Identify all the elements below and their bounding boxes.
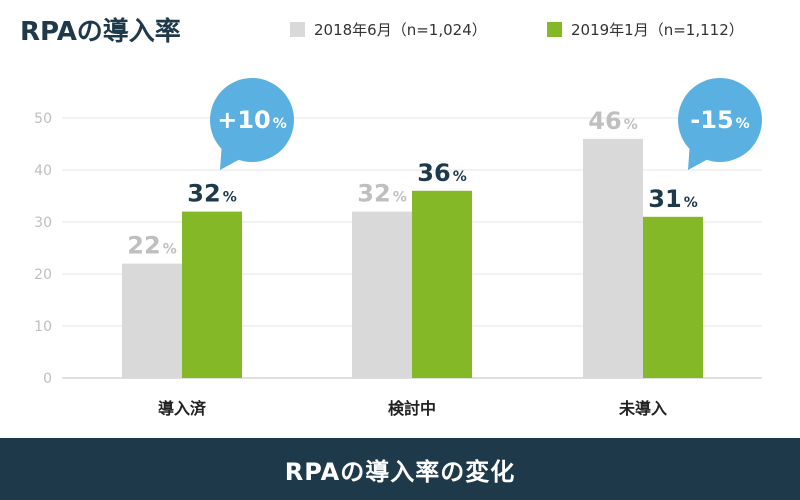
legend-swatch-2 <box>547 22 562 37</box>
bar <box>643 216 703 378</box>
y-tick-label: 20 <box>34 267 52 283</box>
bar <box>182 211 242 378</box>
x-axis-labels: 導入済 検討中 未導入 <box>158 399 667 418</box>
legend-label-1: 2018年6月（n=1,024） <box>314 21 487 39</box>
bubble-circle <box>678 78 762 162</box>
x-tick-label: 未導入 <box>618 399 667 418</box>
bar <box>122 263 182 378</box>
bars: 22 % 32% 32 % 36 % 46 % 31% <box>122 107 703 378</box>
bubble-circle <box>210 78 294 162</box>
x-tick-label: 導入済 <box>158 399 207 418</box>
bubble-tail <box>688 142 710 170</box>
annotation-bubble: +10% <box>210 78 294 170</box>
value-label: 46% <box>588 107 637 135</box>
legend: 2018年6月（n=1,024） 2019年1月（n=1,112） <box>290 21 744 39</box>
value-label: 36% <box>417 159 466 187</box>
bubble-tail <box>220 142 242 170</box>
annotation-text: -15% <box>690 106 749 134</box>
y-tick-label: 10 <box>34 319 52 335</box>
y-tick-label: 40 <box>34 163 52 179</box>
bar <box>412 190 472 378</box>
chart-title: RPAの導入率 <box>20 16 181 47</box>
annotation-text: +10% <box>217 106 287 134</box>
value-label: 32% <box>357 180 406 208</box>
legend-label-2: 2019年1月（n=1,112） <box>571 21 744 39</box>
y-tick-label: 30 <box>34 215 52 231</box>
y-tick-label: 0 <box>43 371 52 387</box>
value-label: 31% <box>648 185 697 213</box>
bar <box>352 211 412 378</box>
x-tick-label: 検討中 <box>388 399 436 418</box>
value-label: 32% <box>187 180 236 208</box>
caption-banner: RPAの導入率の変化 <box>0 438 800 500</box>
legend-swatch-1 <box>290 22 305 37</box>
annotations: +10% -15% <box>210 78 762 170</box>
value-label: 22% <box>127 232 176 260</box>
bar <box>583 138 643 378</box>
caption-text: RPAの導入率の変化 <box>284 457 516 486</box>
y-tick-label: 50 <box>34 111 52 127</box>
annotation-bubble: -15% <box>678 78 762 170</box>
bar-chart: RPAの導入率 2018年6月（n=1,024） 2019年1月（n=1,112）… <box>20 16 762 418</box>
